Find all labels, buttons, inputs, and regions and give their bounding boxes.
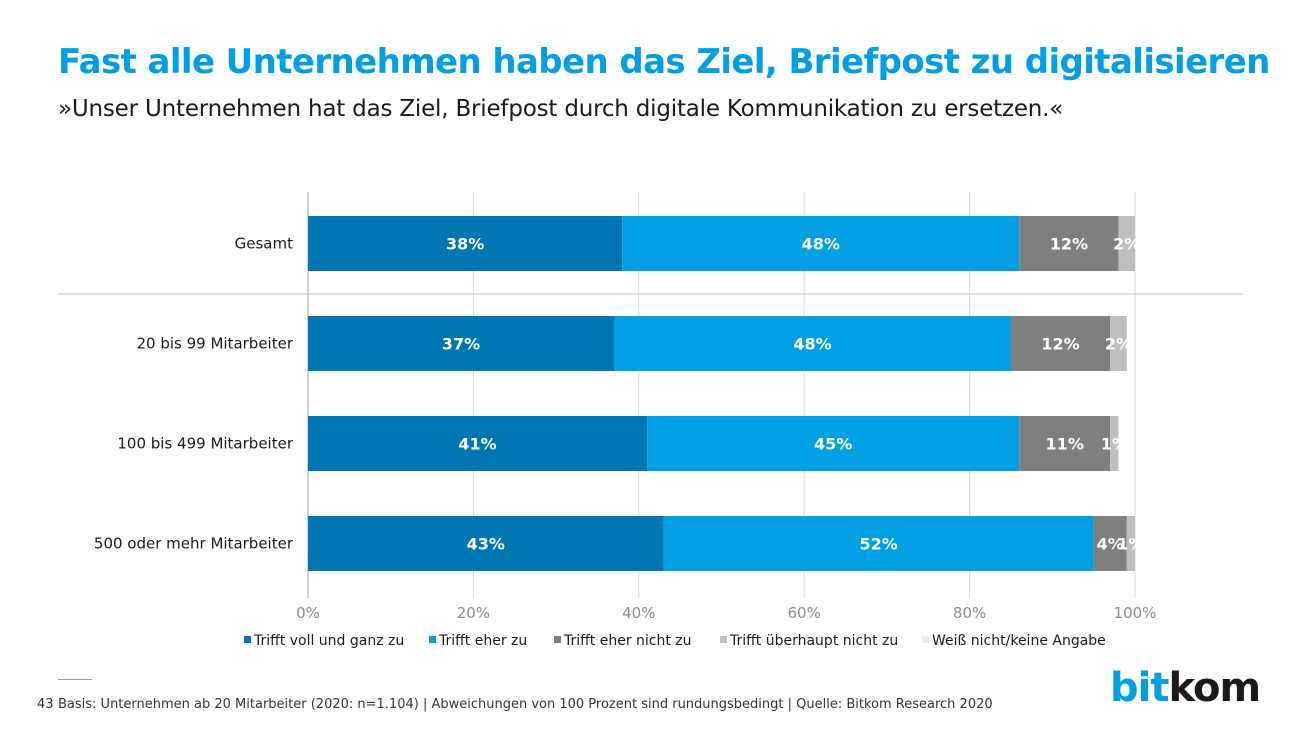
bar-segment [1093,516,1127,571]
bar-segment [308,316,614,371]
x-tick-label: 40% [622,604,655,622]
data-label: 11% [1046,435,1084,454]
stacked-bar-chart: 38% 48% 12% 2% 37% 48% 12% 2% 41% 45% 11% 1% 43% 52% 4… [58,192,1243,649]
logo-kom: kom [1168,665,1261,711]
legend-label: Trifft voll und ganz zu [253,633,404,649]
footer-divider [58,679,92,680]
page-subtitle: »Unser Unternehmen hat das Ziel, Briefpo… [58,96,1064,122]
bar-segment [1126,516,1135,571]
bar-segment [613,316,1011,371]
data-label: 43% [467,535,505,554]
x-tick-label: 20% [457,604,490,622]
bar-segment [1010,316,1111,371]
data-label: 37% [442,335,480,354]
bar-segment [663,516,1094,571]
page-number: 43 [37,697,54,712]
bitkom-logo: bitkom [1110,665,1261,711]
bar-segment [622,216,1020,271]
category-label: Gesamt [235,235,293,253]
legend-label: Trifft eher nicht zu [563,633,692,649]
category-label: 20 bis 99 Mitarbeiter [136,335,293,353]
data-label: 48% [802,235,840,254]
bar-segment [308,216,623,271]
data-label: 1% [1117,535,1144,554]
x-tick-label: 80% [953,604,986,622]
bar-segment [1110,416,1119,471]
legend-swatch [244,636,251,643]
logo-bit: bit [1110,665,1169,711]
data-label: 2% [1113,235,1140,254]
data-label: 12% [1041,335,1079,354]
legend-label: Weiß nicht/keine Angabe [932,633,1106,649]
data-label: 38% [446,235,484,254]
chart-bars: 38% 48% 12% 2% 37% 48% 12% 2% 41% 45% 11% 1% 43% 52% 4… [308,216,1144,571]
bar-segment [1118,216,1135,271]
data-label: 1% [1101,435,1128,454]
category-label: 100 bis 499 Mitarbeiter [117,435,293,453]
bar-segment [647,416,1020,471]
legend-swatch [554,636,561,643]
chart-category-labels: Gesamt 20 bis 99 Mitarbeiter 100 bis 499 M… [94,235,294,553]
data-label: 41% [458,435,496,454]
x-tick-label: 100% [1114,604,1157,622]
data-label: 12% [1050,235,1088,254]
bar-segment [1019,216,1119,271]
data-label: 2% [1105,335,1132,354]
page-title: Fast alle Unternehmen haben das Ziel, Br… [58,42,1270,82]
footnote: Basis: Unternehmen ab 20 Mitarbeiter (20… [58,697,993,712]
legend-swatch [429,636,436,643]
legend-label: Trifft überhaupt nicht zu [729,633,898,649]
category-label: 500 oder mehr Mitarbeiter [94,535,294,553]
legend-swatch [922,636,929,643]
legend-label: Trifft eher zu [438,633,527,649]
legend-swatch [720,636,727,643]
data-label: 45% [814,435,852,454]
x-tick-label: 0% [296,604,320,622]
data-label: 52% [859,535,897,554]
bar-segment [308,516,664,571]
chart-legend: Trifft voll und ganz zu Trifft eher zu Tri… [244,633,1106,649]
data-label: 48% [793,335,831,354]
x-tick-label: 60% [788,604,821,622]
bar-segment [1110,316,1127,371]
data-label: 4% [1097,535,1124,554]
chart-x-ticks: 0% 20% 40% 60% 80% 100% [296,604,1156,622]
bar-segment [1019,416,1111,471]
bar-segment [308,416,648,471]
